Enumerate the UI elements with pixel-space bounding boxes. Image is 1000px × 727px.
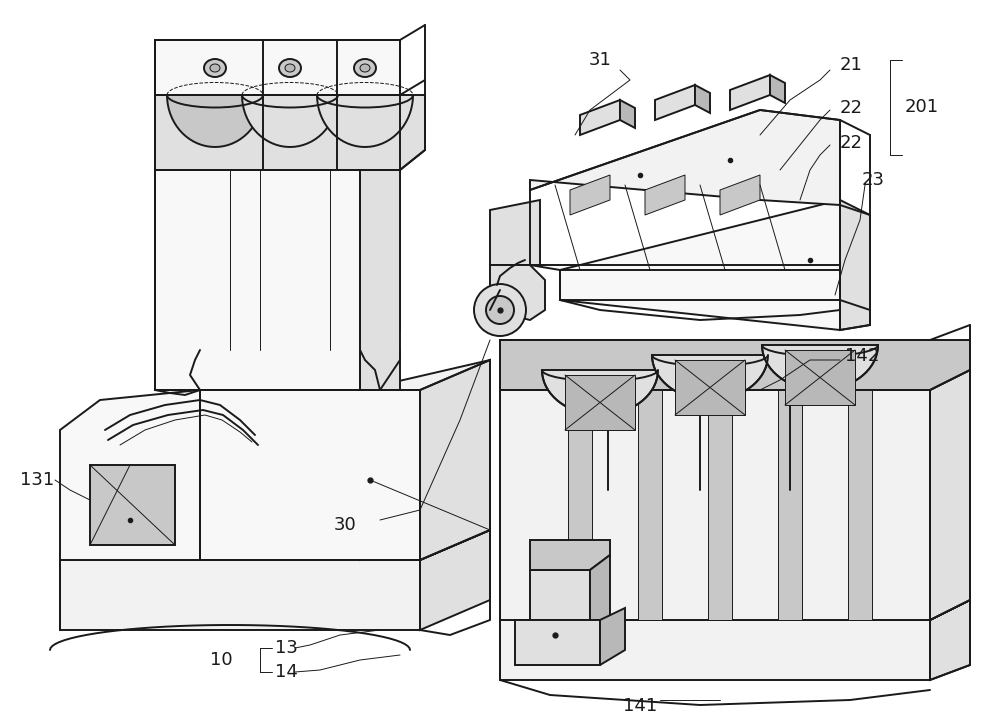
Ellipse shape <box>285 64 295 72</box>
Polygon shape <box>200 170 360 350</box>
Polygon shape <box>720 175 760 215</box>
Polygon shape <box>60 530 490 560</box>
Polygon shape <box>560 200 860 330</box>
Polygon shape <box>570 175 610 215</box>
Polygon shape <box>530 110 840 205</box>
Ellipse shape <box>360 64 370 72</box>
Polygon shape <box>652 355 768 400</box>
Polygon shape <box>695 85 710 113</box>
Text: 21: 21 <box>840 56 863 74</box>
Polygon shape <box>785 350 855 405</box>
Polygon shape <box>500 390 930 620</box>
Polygon shape <box>317 95 413 147</box>
Polygon shape <box>645 175 685 215</box>
Polygon shape <box>360 150 400 390</box>
Polygon shape <box>490 265 545 320</box>
Polygon shape <box>420 360 490 560</box>
Text: 142: 142 <box>845 347 879 365</box>
Polygon shape <box>848 390 872 620</box>
Polygon shape <box>90 465 175 545</box>
Text: 31: 31 <box>589 51 611 69</box>
Polygon shape <box>530 570 590 620</box>
Ellipse shape <box>210 64 220 72</box>
Polygon shape <box>620 100 635 128</box>
Polygon shape <box>542 370 658 415</box>
Text: 131: 131 <box>20 471 54 489</box>
Ellipse shape <box>204 59 226 77</box>
Polygon shape <box>840 200 870 330</box>
Polygon shape <box>568 390 592 620</box>
Polygon shape <box>360 160 400 350</box>
Polygon shape <box>515 620 600 665</box>
Polygon shape <box>155 170 360 390</box>
Polygon shape <box>167 95 263 147</box>
Polygon shape <box>60 390 260 560</box>
Ellipse shape <box>354 59 376 77</box>
Polygon shape <box>565 375 635 430</box>
Polygon shape <box>500 340 970 390</box>
Polygon shape <box>260 420 290 520</box>
Polygon shape <box>778 390 802 620</box>
Polygon shape <box>360 360 490 560</box>
Polygon shape <box>638 390 662 620</box>
Text: 201: 201 <box>905 98 939 116</box>
Text: 23: 23 <box>862 171 885 189</box>
Text: 10: 10 <box>210 651 233 669</box>
Polygon shape <box>242 95 338 147</box>
Polygon shape <box>490 200 540 265</box>
Ellipse shape <box>486 296 514 324</box>
Polygon shape <box>655 85 695 120</box>
Ellipse shape <box>474 284 526 336</box>
Polygon shape <box>530 540 610 570</box>
Polygon shape <box>155 95 425 170</box>
Text: 22: 22 <box>840 134 863 152</box>
Polygon shape <box>930 600 970 680</box>
Text: 30: 30 <box>334 516 356 534</box>
Polygon shape <box>155 40 400 95</box>
Polygon shape <box>500 600 970 620</box>
Polygon shape <box>60 560 420 630</box>
Polygon shape <box>675 360 745 415</box>
Polygon shape <box>730 75 770 110</box>
Polygon shape <box>580 100 620 135</box>
Text: 13: 13 <box>275 639 298 657</box>
Polygon shape <box>762 345 878 390</box>
Polygon shape <box>200 390 420 560</box>
Text: 141: 141 <box>623 697 657 715</box>
Ellipse shape <box>279 59 301 77</box>
Polygon shape <box>770 75 785 103</box>
Polygon shape <box>708 390 732 620</box>
Text: 22: 22 <box>840 99 863 117</box>
Polygon shape <box>200 350 380 390</box>
Polygon shape <box>590 555 610 620</box>
Text: 14: 14 <box>275 663 298 681</box>
Polygon shape <box>500 620 930 680</box>
Polygon shape <box>930 370 970 620</box>
Polygon shape <box>600 608 625 665</box>
Polygon shape <box>420 530 490 630</box>
